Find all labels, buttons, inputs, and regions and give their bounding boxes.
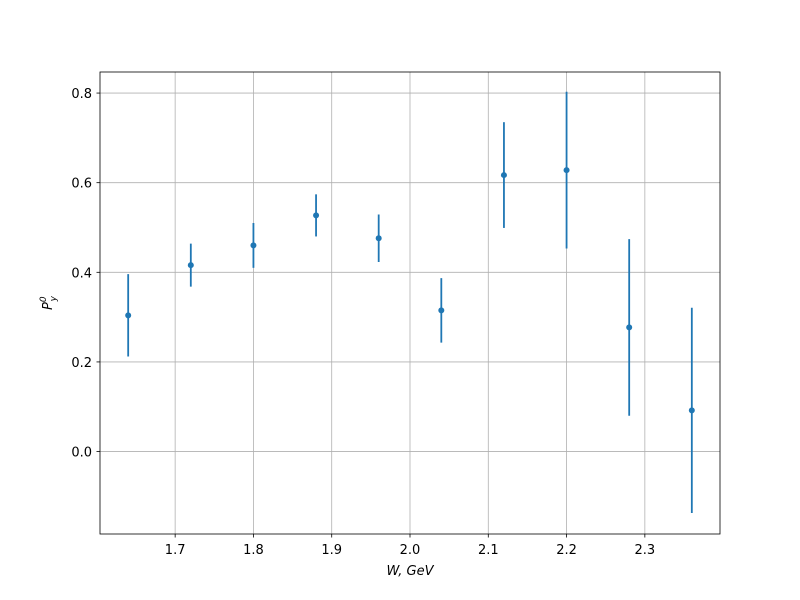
y-label-main: P	[41, 302, 56, 310]
x-tick-label: 1.8	[243, 543, 264, 558]
data-point	[125, 312, 132, 319]
data-point	[563, 167, 570, 174]
data-point	[688, 407, 695, 414]
x-tick-label: 2.1	[478, 543, 499, 558]
y-label-sup: 0	[39, 296, 49, 302]
y-label-sub: y	[49, 295, 59, 302]
x-axis-label: W, GeV	[386, 564, 434, 579]
y-tick-label: 0.8	[71, 87, 92, 102]
data-point	[626, 324, 633, 331]
x-tick-label: 2.2	[556, 543, 577, 558]
x-tick-label: 2.3	[635, 543, 656, 558]
y-tick-label: 0.4	[71, 266, 92, 281]
x-tick-label: 2.0	[400, 543, 421, 558]
y-tick-label: 0.2	[71, 356, 92, 371]
plot-frame	[99, 71, 721, 535]
data-point	[375, 235, 382, 242]
data-point	[438, 307, 445, 314]
y-axis-label: P0y	[39, 295, 59, 310]
y-tick-label: 0.0	[71, 446, 92, 461]
data-point	[313, 212, 320, 219]
x-tick-label: 1.7	[165, 543, 186, 558]
data-point	[187, 262, 194, 269]
y-tick-label: 0.6	[71, 177, 92, 192]
x-tick-label: 1.9	[321, 543, 342, 558]
data-point	[250, 242, 257, 249]
data-point	[500, 172, 507, 179]
